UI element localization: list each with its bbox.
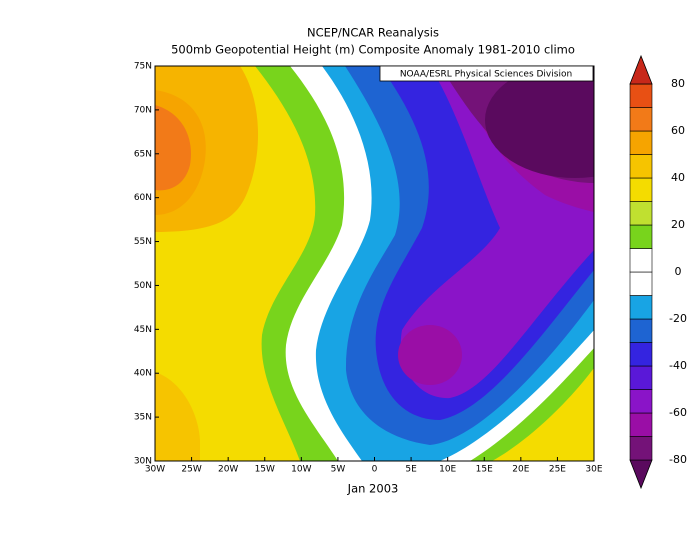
- x-tick-label: 25W: [181, 465, 201, 475]
- colorbar-label: -40: [669, 359, 687, 372]
- title: NCEP/NCAR Reanalysis: [307, 26, 439, 40]
- y-tick-label: 45N: [134, 325, 152, 335]
- y-tick-label: 30N: [134, 457, 152, 467]
- x-tick-label: 10W: [291, 465, 311, 475]
- colorbar-segment: [629, 83, 653, 108]
- y-tick-label: 65N: [134, 149, 152, 159]
- colorbar-segment: [629, 107, 653, 132]
- y-tick-label: 50N: [134, 281, 152, 291]
- colorbar-segment: [629, 130, 653, 155]
- colorbar-label: -80: [669, 453, 687, 466]
- credit: NOAA/ESRL Physical Sciences Division: [400, 70, 572, 80]
- y-tick-label: 35N: [134, 413, 152, 423]
- y-tick-label: 70N: [134, 105, 152, 115]
- colorbar-label: 0: [675, 265, 682, 278]
- x-tick-label: 30W: [145, 465, 165, 475]
- field-darkest-purple: [485, 66, 594, 178]
- date-label: Jan 2003: [347, 482, 399, 496]
- colorbar-segment: [629, 295, 653, 320]
- colorbar-segment: [629, 154, 653, 179]
- colorbar-segment: [629, 318, 653, 343]
- colorbar-label: -20: [669, 312, 687, 325]
- colorbar-segment: [629, 389, 653, 414]
- colorbar-segment: [629, 201, 653, 226]
- colorbar-triangle: [629, 459, 653, 490]
- y-tick-label: 55N: [134, 237, 152, 247]
- credit-box: [379, 65, 594, 82]
- colorbar-segment: [629, 436, 653, 461]
- colorbar-label: 60: [671, 124, 685, 137]
- colorbar-label: 20: [671, 218, 685, 231]
- colorbar-segment: [629, 342, 653, 367]
- x-tick-label: 30E: [585, 465, 602, 475]
- x-tick-label: 10E: [439, 465, 456, 475]
- colorbar-segment: [629, 412, 653, 437]
- anomaly-field: [155, 66, 594, 461]
- x-tick-label: 25E: [549, 465, 566, 475]
- field-orange-south: [155, 372, 200, 461]
- x-tick-label: 20W: [218, 465, 238, 475]
- colorbar-label: -60: [669, 406, 687, 419]
- colorbar-triangle: [629, 54, 653, 85]
- colorbar-segment: [629, 224, 653, 249]
- subtitle: 500mb Geopotential Height (m) Composite …: [171, 43, 575, 57]
- field-red-orange: [155, 105, 191, 191]
- colorbar-label: 40: [671, 171, 685, 184]
- y-tick-label: 60N: [134, 193, 152, 203]
- x-tick-label: 5W: [331, 465, 346, 475]
- colorbar-segment: [629, 271, 653, 296]
- y-tick-label: 75N: [134, 62, 152, 72]
- colorbar-segment: [629, 365, 653, 390]
- x-tick-label: 5E: [405, 465, 417, 475]
- colorbar-segment: [629, 177, 653, 202]
- x-tick-label: 15W: [255, 465, 275, 475]
- field-magenta-blob: [398, 325, 462, 385]
- y-tick-label: 40N: [134, 369, 152, 379]
- colorbar-segment: [629, 248, 653, 273]
- colorbar-label: 80: [671, 77, 685, 90]
- x-tick-label: 15E: [476, 465, 493, 475]
- x-tick-label: 0: [372, 465, 378, 475]
- x-tick-label: 20E: [512, 465, 529, 475]
